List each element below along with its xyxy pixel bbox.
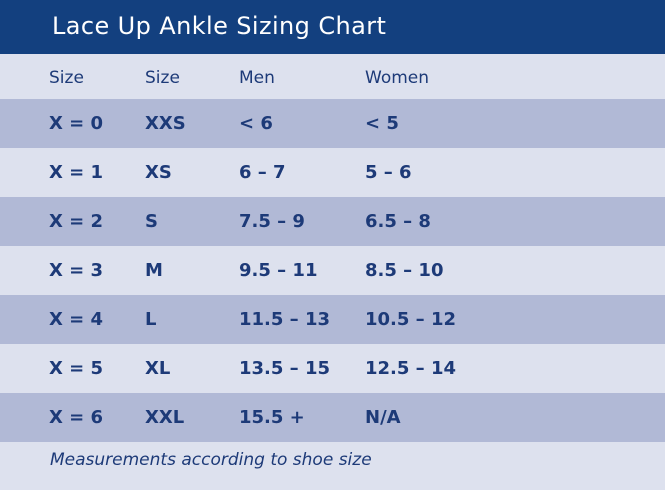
table-row: X = 4 L 11.5 – 13 10.5 – 12 xyxy=(0,295,665,344)
cell-women: 10.5 – 12 xyxy=(365,309,456,330)
column-header-women: Women xyxy=(365,68,430,88)
cell-men: < 6 xyxy=(239,113,273,134)
cell-size-code: X = 5 xyxy=(49,358,104,379)
cell-size-letter: XL xyxy=(145,358,171,379)
cell-men: 6 – 7 xyxy=(239,162,286,183)
table-row: X = 5 XL 13.5 – 15 12.5 – 14 xyxy=(0,344,665,393)
column-header-size-code: Size xyxy=(49,68,84,88)
column-header-men: Men xyxy=(239,68,275,88)
cell-women: 12.5 – 14 xyxy=(365,358,456,379)
title-bar: Lace Up Ankle Sizing Chart xyxy=(0,0,665,54)
cell-size-letter: XXL xyxy=(145,407,185,428)
column-header-size-letter: Size xyxy=(145,68,180,88)
cell-size-letter: L xyxy=(145,309,157,330)
chart-title: Lace Up Ankle Sizing Chart xyxy=(52,12,387,40)
cell-women: 6.5 – 8 xyxy=(365,211,431,232)
table-header-row: Size Size Men Women xyxy=(0,54,665,103)
cell-size-code: X = 6 xyxy=(49,407,104,428)
cell-men: 15.5 + xyxy=(239,407,305,428)
cell-size-code: X = 2 xyxy=(49,211,104,232)
table-row: X = 0 XXS < 6 < 5 xyxy=(0,99,665,148)
cell-size-letter: XXS xyxy=(145,113,186,134)
table-row: X = 2 S 7.5 – 9 6.5 – 8 xyxy=(0,197,665,246)
cell-men: 7.5 – 9 xyxy=(239,211,305,232)
cell-size-letter: S xyxy=(145,211,158,232)
cell-size-code: X = 3 xyxy=(49,260,104,281)
table-row: X = 1 XS 6 – 7 5 – 6 xyxy=(0,148,665,197)
cell-men: 13.5 – 15 xyxy=(239,358,330,379)
cell-size-code: X = 4 xyxy=(49,309,104,330)
cell-size-code: X = 0 xyxy=(49,113,104,134)
cell-men: 11.5 – 13 xyxy=(239,309,330,330)
table-row: X = 3 M 9.5 – 11 8.5 – 10 xyxy=(0,246,665,295)
cell-size-letter: M xyxy=(145,260,163,281)
cell-women: 5 – 6 xyxy=(365,162,412,183)
cell-size-letter: XS xyxy=(145,162,172,183)
cell-women: N/A xyxy=(365,407,401,428)
cell-women: < 5 xyxy=(365,113,399,134)
cell-women: 8.5 – 10 xyxy=(365,260,444,281)
table-row: X = 6 XXL 15.5 + N/A xyxy=(0,393,665,442)
cell-men: 9.5 – 11 xyxy=(239,260,318,281)
cell-size-code: X = 1 xyxy=(49,162,104,183)
footnote: Measurements according to shoe size xyxy=(50,450,372,470)
